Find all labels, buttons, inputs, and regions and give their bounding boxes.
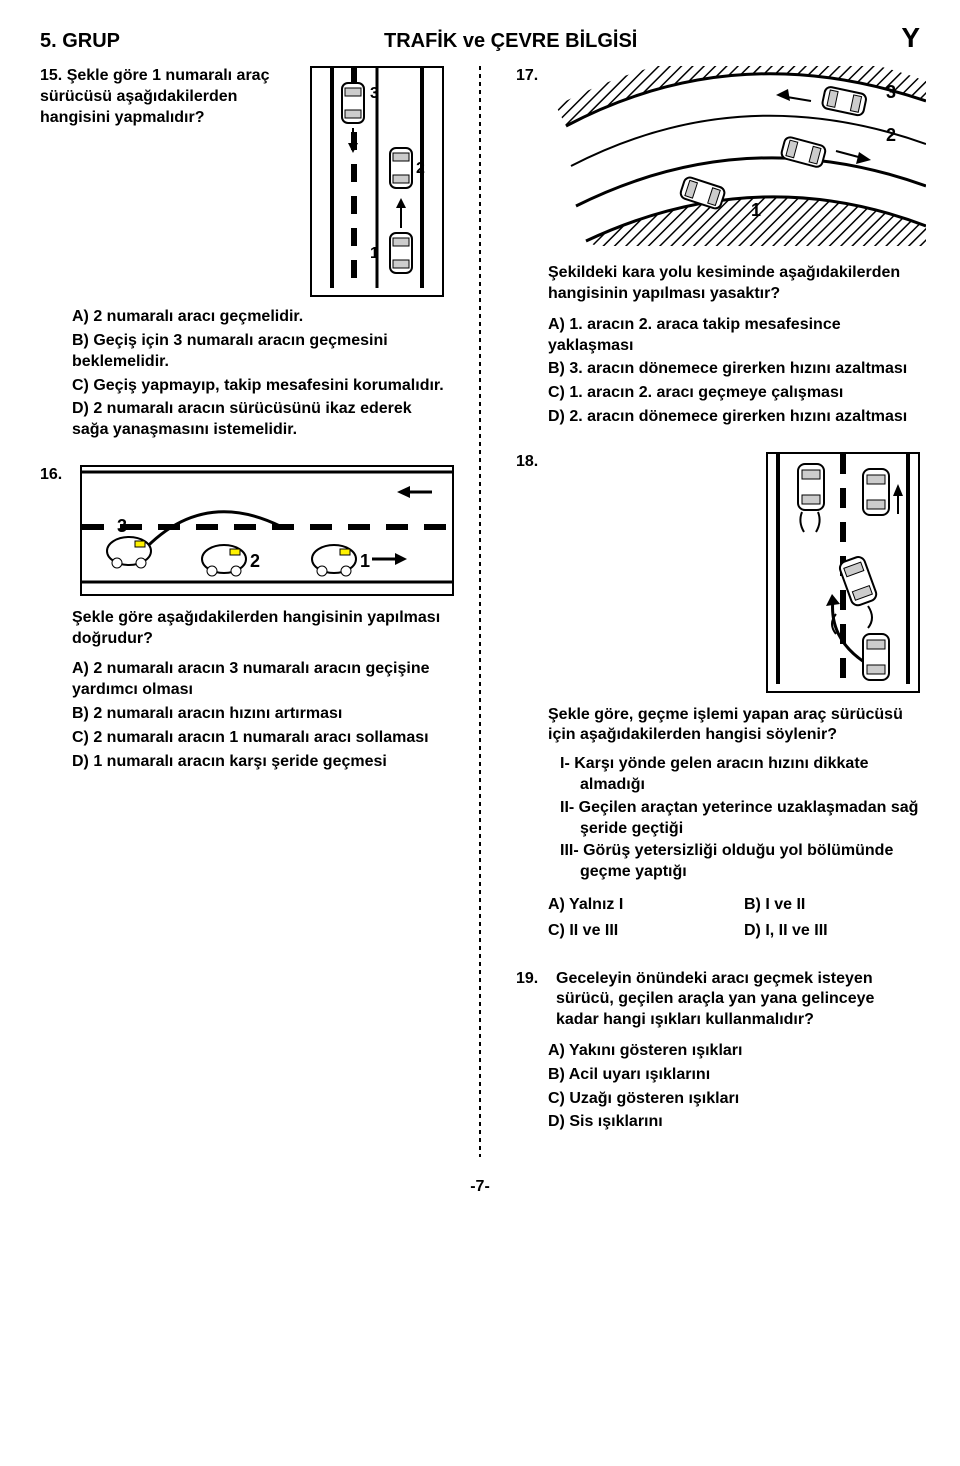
q19-opt-b: B) Acil uyarı ışıklarını bbox=[548, 1065, 920, 1086]
q16-opt-d: D) 1 numaralı aracın karşı şeride geçmes… bbox=[72, 752, 444, 773]
q18-figure bbox=[766, 452, 920, 693]
q18-stem-3: III- Görüş yetersizliği olduğu yol bölüm… bbox=[560, 841, 920, 883]
question-17: 17. bbox=[516, 66, 920, 427]
q18-stem-2: II- Geçilen araçtan yeterince uzaklaşmad… bbox=[560, 798, 920, 840]
page-title: TRAFİK ve ÇEVRE BİLGİSİ bbox=[384, 28, 637, 54]
q16-label-1: 1 bbox=[360, 551, 370, 571]
q19-text: Geceleyin önündeki aracı geçmek isteyen … bbox=[556, 969, 920, 1031]
question-15: 15. Şekle göre 1 numaralı araç sürücüsü … bbox=[40, 66, 444, 441]
q17-opt-b: B) 3. aracın dönemece girerken hızını az… bbox=[548, 359, 920, 380]
question-18: 18. bbox=[516, 452, 920, 945]
page-letter: Y bbox=[901, 20, 920, 56]
q16-opt-b: B) 2 numaralı aracın hızını artırması bbox=[72, 704, 444, 725]
q19-opt-a: A) Yakını gösteren ışıkları bbox=[548, 1041, 920, 1062]
q18-text: Şekle göre, geçme işlemi yapan araç sürü… bbox=[516, 705, 920, 747]
q16-number: 16. bbox=[40, 465, 70, 486]
q16-text: Şekle göre aşağıdakilerden hangisinin ya… bbox=[40, 608, 444, 650]
group-label: 5. GRUP bbox=[40, 28, 120, 54]
q17-opt-a: A) 1. aracın 2. araca takip mesafesince … bbox=[548, 315, 920, 357]
content-columns: 15. Şekle göre 1 numaralı araç sürücüsü … bbox=[40, 66, 920, 1157]
q17-opt-c: C) 1. aracın 2. aracı geçmeye çalışması bbox=[548, 383, 920, 404]
q18-stem-1: I- Karşı yönde gelen aracın hızını dikka… bbox=[560, 754, 920, 796]
q15-opt-c: C) Geçiş yapmayıp, takip mesafesini koru… bbox=[72, 376, 444, 397]
q16-opt-c: C) 2 numaralı aracın 1 numaralı aracı so… bbox=[72, 728, 444, 749]
q18-opt-d: D) I, II ve III bbox=[744, 921, 920, 942]
q17-number: 17. bbox=[516, 66, 546, 87]
q17-opt-d: D) 2. aracın dönemece girerken hızını az… bbox=[548, 407, 920, 428]
q17-label-3: 3 bbox=[886, 82, 896, 102]
q15-opt-d: D) 2 numaralı aracın sürücüsünü ikaz ede… bbox=[72, 399, 444, 441]
q19-number: 19. bbox=[516, 969, 546, 990]
q19-opt-c: C) Uzağı gösteren ışıkları bbox=[548, 1089, 920, 1110]
q15-label-1: 1 bbox=[370, 245, 379, 262]
q16-label-3: 3 bbox=[117, 516, 127, 536]
q18-opt-b: B) I ve II bbox=[744, 895, 920, 916]
q18-opt-c: C) II ve III bbox=[548, 921, 724, 942]
q16-opt-a: A) 2 numaralı aracın 3 numaralı aracın g… bbox=[72, 659, 444, 701]
q17-label-2: 2 bbox=[886, 125, 896, 145]
question-19: 19. Geceleyin önündeki aracı geçmek iste… bbox=[516, 969, 920, 1134]
left-column: 15. Şekle göre 1 numaralı araç sürücüsü … bbox=[40, 66, 444, 1157]
q16-figure: 3 2 bbox=[80, 465, 454, 596]
right-column: 17. bbox=[516, 66, 920, 1157]
q17-text: Şekildeki kara yolu kesiminde aşağıdakil… bbox=[516, 263, 920, 305]
q17-figure: 3 2 bbox=[556, 66, 926, 253]
q17-label-1: 1 bbox=[751, 200, 761, 220]
question-16: 16. bbox=[40, 465, 444, 772]
page-number: -7- bbox=[40, 1177, 920, 1198]
q15-figure: 3 2 bbox=[310, 66, 444, 297]
q15-opt-a: A) 2 numaralı aracı geçmelidir. bbox=[72, 307, 444, 328]
q15-number: 15. bbox=[40, 67, 62, 84]
q15-opt-b: B) Geçiş için 3 numaralı aracın geçmesin… bbox=[72, 331, 444, 373]
q15-text: Şekle göre 1 numaralı araç sürücüsü aşağ… bbox=[40, 67, 269, 126]
q16-label-2: 2 bbox=[250, 551, 260, 571]
q18-opt-a: A) Yalnız I bbox=[548, 895, 724, 916]
page-header: 5. GRUP TRAFİK ve ÇEVRE BİLGİSİ Y bbox=[40, 20, 920, 56]
q15-label-2: 2 bbox=[416, 160, 425, 177]
q18-number: 18. bbox=[516, 452, 546, 473]
q15-label-3: 3 bbox=[370, 85, 379, 102]
column-divider bbox=[479, 66, 481, 1157]
q19-opt-d: D) Sis ışıklarını bbox=[548, 1112, 920, 1133]
